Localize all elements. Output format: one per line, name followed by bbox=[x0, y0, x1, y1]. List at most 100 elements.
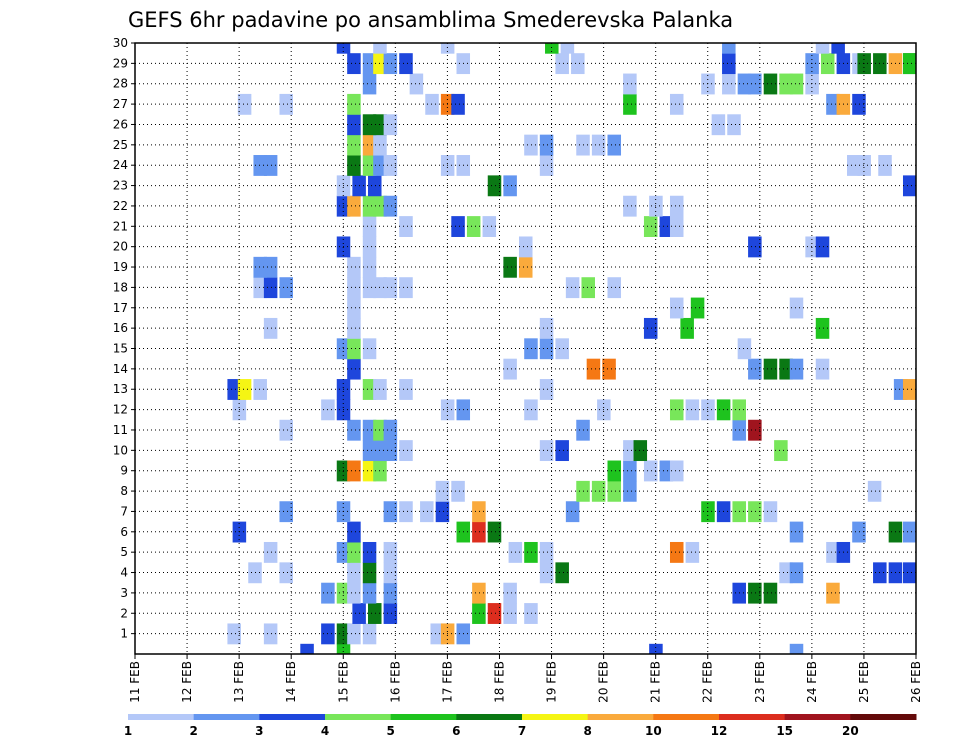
heatmap-cell bbox=[555, 562, 569, 584]
heatmap-cell bbox=[300, 643, 314, 655]
legend-swatch bbox=[193, 714, 260, 720]
heatmap-cell bbox=[539, 379, 554, 400]
heatmap-cell bbox=[571, 53, 585, 75]
heatmap-cell bbox=[623, 73, 637, 95]
heatmap-cell bbox=[847, 155, 861, 176]
heatmap-cell bbox=[857, 155, 871, 176]
heatmap-cell bbox=[545, 43, 559, 54]
x-tick-label: 25 FEB bbox=[857, 661, 871, 703]
heatmap-cell bbox=[852, 93, 866, 115]
heatmap-cell bbox=[383, 53, 398, 75]
heatmap-cell bbox=[362, 277, 377, 299]
y-tick-label: 10 bbox=[113, 443, 128, 457]
heatmap-cell bbox=[878, 155, 892, 176]
heatmap-cell bbox=[669, 399, 684, 421]
heatmap-cell bbox=[263, 541, 278, 563]
heatmap-cell bbox=[555, 53, 569, 75]
x-tick-label: 21 FEB bbox=[649, 661, 663, 703]
heatmap-cell bbox=[362, 582, 377, 604]
heatmap-cell bbox=[362, 73, 377, 95]
heatmap-cell bbox=[279, 93, 294, 115]
y-tick-label: 12 bbox=[113, 403, 128, 417]
heatmap-cell bbox=[487, 603, 502, 624]
heatmap-cell bbox=[367, 175, 382, 197]
heatmap-cell bbox=[669, 460, 684, 482]
heatmap-cell bbox=[362, 338, 377, 360]
heatmap-cell bbox=[383, 114, 398, 136]
y-tick-label: 29 bbox=[113, 56, 128, 70]
heatmap-cell bbox=[748, 501, 762, 523]
heatmap-cell bbox=[524, 134, 538, 156]
y-tick-label: 6 bbox=[120, 525, 128, 539]
y-tick-label: 17 bbox=[113, 301, 128, 315]
heatmap-cell bbox=[539, 134, 554, 156]
heatmap-cell bbox=[435, 501, 450, 523]
heatmap-cell bbox=[253, 379, 267, 400]
heatmap-cell bbox=[503, 603, 517, 624]
heatmap-cell bbox=[722, 53, 736, 75]
heatmap-cell bbox=[805, 236, 819, 258]
x-axis-ticks: 11 FEB 12 FEB 13 FEB 14 FEB 15 FEB 16 FEB 17 F… bbox=[128, 654, 923, 703]
heatmap-cell bbox=[451, 480, 465, 502]
heatmap-cell bbox=[383, 195, 398, 217]
heatmap-cell bbox=[518, 236, 533, 258]
x-tick-label: 11 FEB bbox=[128, 661, 142, 703]
y-tick-label: 16 bbox=[113, 321, 128, 335]
heatmap-cell bbox=[581, 277, 595, 299]
legend-swatch bbox=[259, 714, 326, 720]
heatmap-cell bbox=[789, 643, 804, 655]
heatmap-cell bbox=[362, 541, 377, 563]
heatmap-cell bbox=[524, 399, 538, 421]
heatmap-cell bbox=[623, 440, 637, 462]
heatmap-cell bbox=[263, 155, 278, 176]
heatmap-cell bbox=[347, 195, 361, 217]
heatmap-cell bbox=[420, 501, 434, 523]
heatmap-cell bbox=[347, 134, 361, 156]
x-tick-label: 12 FEB bbox=[180, 661, 194, 703]
heatmap-cell bbox=[763, 501, 778, 523]
heatmap-cell bbox=[482, 216, 497, 237]
heatmap-cell bbox=[867, 480, 882, 502]
x-tick-label: 15 FEB bbox=[336, 661, 350, 703]
heatmap-cell bbox=[789, 358, 804, 380]
heatmap-cell bbox=[362, 216, 377, 237]
heatmap-cell bbox=[362, 134, 377, 156]
heatmap-cell bbox=[399, 379, 413, 400]
heatmap-cell bbox=[539, 155, 554, 176]
heatmap-cell bbox=[722, 73, 736, 95]
legend-label: 2 bbox=[189, 724, 197, 738]
x-tick-label: 24 FEB bbox=[805, 661, 819, 703]
heatmap-cell bbox=[586, 358, 601, 380]
legend-label: 8 bbox=[583, 724, 591, 738]
heatmap-cell bbox=[279, 277, 294, 299]
heatmap-cell bbox=[347, 338, 361, 360]
legend-label: 6 bbox=[452, 724, 460, 738]
heatmap-cell bbox=[831, 43, 845, 54]
heatmap-cell bbox=[643, 460, 658, 482]
y-tick-label: 4 bbox=[120, 566, 128, 580]
heatmap-cell bbox=[748, 236, 762, 258]
heatmap-cell bbox=[347, 114, 361, 136]
heatmap-cell bbox=[852, 521, 866, 543]
heatmap-cell bbox=[263, 317, 278, 339]
heatmap-cell bbox=[383, 603, 398, 624]
y-tick-label: 23 bbox=[113, 179, 128, 193]
heatmap-cell bbox=[565, 501, 580, 523]
legend-label: 15 bbox=[776, 724, 793, 738]
heatmap-cell bbox=[711, 114, 726, 136]
y-tick-label: 22 bbox=[113, 199, 128, 213]
y-tick-label: 11 bbox=[113, 423, 128, 437]
y-tick-label: 14 bbox=[113, 362, 128, 376]
heatmap-cell bbox=[503, 358, 517, 380]
heatmap-cell bbox=[633, 440, 648, 462]
heatmap-cell bbox=[623, 93, 637, 115]
heatmap-cell bbox=[659, 216, 674, 237]
heatmap-cell bbox=[826, 93, 840, 115]
heatmap-cell bbox=[774, 440, 788, 462]
heatmap-cell bbox=[669, 297, 684, 319]
heatmap-cell bbox=[472, 501, 486, 523]
heatmap-cell bbox=[472, 603, 486, 624]
heatmap-cell bbox=[789, 562, 804, 584]
heatmap-cell bbox=[362, 419, 377, 441]
legend-label: 5 bbox=[386, 724, 394, 738]
